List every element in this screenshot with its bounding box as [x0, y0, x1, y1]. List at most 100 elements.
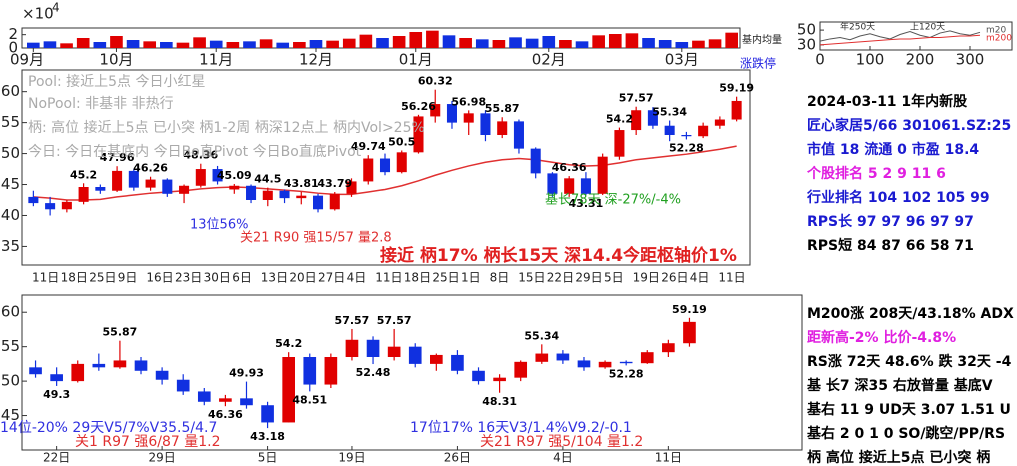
candle-body — [577, 360, 591, 368]
mini-frame — [819, 21, 1013, 51]
candle-body — [346, 181, 357, 194]
volume-bar — [675, 42, 689, 48]
candle-body — [556, 353, 570, 361]
candle-body — [128, 170, 139, 188]
volume-bar — [27, 42, 40, 48]
price-label: 43.31 — [569, 197, 604, 210]
price-label: 47.96 — [100, 151, 135, 164]
price-label: 56.98 — [451, 95, 486, 108]
candle-body — [379, 158, 391, 173]
price-label: 48.31 — [482, 395, 517, 408]
y-tick-label: 60 — [1, 82, 20, 100]
volume-bar — [442, 35, 456, 48]
candle-body — [430, 104, 441, 117]
month-label: 11月 — [199, 51, 233, 69]
candle-body — [162, 179, 173, 194]
candle-body — [296, 195, 307, 199]
price-label: 52.28 — [669, 141, 704, 154]
volume-bar — [60, 43, 73, 48]
volume-bar — [658, 40, 672, 48]
y-tick-label: 40 — [1, 206, 20, 224]
volume-bar — [342, 38, 356, 48]
x-tick-label: 26日 — [444, 451, 471, 465]
annotation: 柄: 高位 接近上5点 已小突 柄1-2周 柄深12点上 柄内Vol>25% — [28, 119, 425, 136]
info-line: 基右 11 9 UD天 3.07 1.51 U — [807, 401, 1011, 418]
volume-bar — [708, 39, 722, 48]
y-tick-label: 30 — [797, 35, 816, 53]
y-tick-label: 45 — [1, 406, 20, 424]
volume-bar — [209, 40, 223, 48]
candle-body — [219, 398, 232, 402]
candle-body — [547, 173, 558, 194]
annotation: 13位56% — [190, 218, 248, 233]
candle-body — [662, 343, 675, 353]
candle-body — [493, 377, 506, 382]
price-label: 55.87 — [485, 102, 520, 115]
day-label: 6日 — [232, 271, 252, 285]
annotation: 涨跌停 — [740, 56, 776, 71]
annotation: 17位17% 16天V3/1.4%V9.2/-0.1 — [410, 420, 632, 436]
candle-body — [681, 135, 692, 137]
price-label: 55.34 — [524, 329, 559, 342]
candle-body — [698, 125, 709, 137]
y-tick-label: 50 — [797, 21, 816, 39]
candle-body — [50, 374, 63, 382]
info-line: 匠心家居5/66 301061.SZ:25 — [807, 117, 1011, 134]
price-label: 46.26 — [133, 162, 168, 175]
price-label: 43.81 — [284, 177, 319, 190]
candle-body — [366, 339, 380, 357]
candle-body — [430, 354, 443, 364]
candle-body — [619, 361, 633, 364]
info-line: 2024-03-11 1年内新股 — [807, 93, 968, 110]
candle-body — [714, 119, 725, 126]
price-label: 57.57 — [335, 314, 370, 327]
x-tick-label: 200 — [906, 51, 935, 69]
candle-body — [530, 148, 541, 174]
candle-body — [78, 187, 89, 202]
price-label: 46.36 — [208, 408, 243, 421]
volume-bar — [259, 39, 273, 48]
candle-body — [446, 104, 457, 123]
candle-body — [614, 130, 625, 157]
mini-line — [819, 34, 981, 46]
legend-entry: m20 — [986, 26, 1006, 36]
volume-bar — [126, 40, 140, 48]
volume-bar — [642, 38, 655, 48]
candle-body — [229, 185, 240, 190]
candle-body — [71, 363, 85, 382]
price-label: 57.57 — [377, 314, 412, 327]
volume-bar — [426, 30, 439, 48]
annotation: Pool: 接近上5点 今日小红星 — [28, 73, 206, 90]
candle-body — [303, 357, 317, 385]
day-label: 8日 — [490, 271, 510, 285]
day-label: 25日 — [89, 271, 116, 285]
main-frame — [21, 69, 751, 266]
price-label: 48.36 — [183, 149, 218, 162]
volume-bar — [143, 41, 157, 48]
info-line: 基 长7 深35 右放普量 基底V — [807, 377, 993, 394]
month-label: 03月 — [665, 51, 699, 69]
day-label: 22日 — [547, 271, 574, 285]
candle-body — [363, 158, 374, 182]
annotation: 关1 R97 强6/87 量1.2 — [75, 434, 221, 450]
candle-body — [387, 346, 401, 357]
day-label: 15日 — [518, 271, 545, 285]
price-label: 59.19 — [719, 82, 754, 95]
y-tick-label: 50 — [1, 372, 20, 390]
day-label: 4日 — [690, 271, 710, 285]
volume-bar — [160, 42, 173, 48]
annotation: 基长78天 深-27%/-4% — [545, 193, 681, 208]
day-label: 4日 — [347, 271, 367, 285]
candle-body — [564, 178, 575, 194]
candle-body — [29, 367, 42, 375]
x-tick-label: 29日 — [148, 451, 175, 465]
price-label: 46.36 — [552, 161, 587, 174]
annotation: 14位-20% 29天V5/7%V35.5/4.7 — [0, 420, 217, 436]
price-label: 56.26 — [401, 100, 436, 113]
price-label: 50.5 — [388, 135, 415, 148]
candle-body — [731, 100, 742, 120]
x-tick-label: 100 — [856, 51, 885, 69]
day-label: 23日 — [175, 271, 202, 285]
candle-body — [279, 190, 290, 199]
